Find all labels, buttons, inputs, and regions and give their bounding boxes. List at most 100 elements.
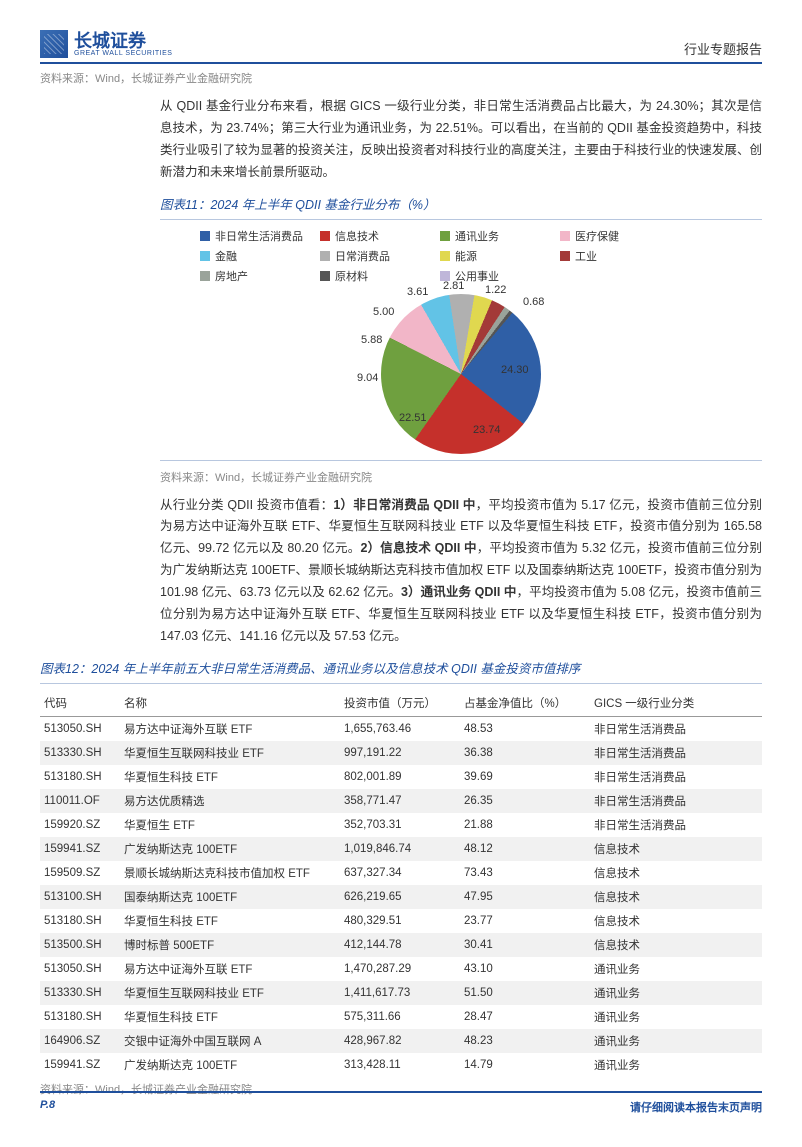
table-cell: 华夏恒生互联网科技业 ETF — [120, 741, 340, 765]
pie-label: 2.81 — [443, 280, 464, 292]
pie-label: 23.74 — [473, 424, 501, 436]
paragraph-1: 从 QDII 基金行业分布来看，根据 GICS 一级行业分类，非日常生活消费品占… — [160, 96, 762, 184]
table-cell: 110011.OF — [40, 789, 120, 813]
table-header-cell: 代码 — [40, 690, 120, 717]
table-cell: 164906.SZ — [40, 1029, 120, 1053]
table-cell: 159941.SZ — [40, 837, 120, 861]
table-cell: 信息技术 — [590, 909, 762, 933]
table-cell: 1,655,763.46 — [340, 716, 460, 741]
table-cell: 480,329.51 — [340, 909, 460, 933]
table-cell: 易方达中证海外互联 ETF — [120, 957, 340, 981]
table-cell: 1,470,287.29 — [340, 957, 460, 981]
table-cell: 通讯业务 — [590, 1053, 762, 1077]
table-cell: 广发纳斯达克 100ETF — [120, 1053, 340, 1077]
legend-item: 通讯业务 — [440, 228, 560, 244]
table-cell: 华夏恒生科技 ETF — [120, 909, 340, 933]
table-row: 513500.SH博时标普 500ETF412,144.7830.41信息技术 — [40, 933, 762, 957]
chart12-title: 图表12：2024 年上半年前五大非日常生活消费品、通讯业务以及信息技术 QDI… — [40, 658, 762, 677]
table-row: 164906.SZ交银中证海外中国互联网 A428,967.8248.23通讯业… — [40, 1029, 762, 1053]
chart11-pie-wrap: 24.3023.7422.519.045.885.003.612.811.220… — [160, 294, 762, 454]
table-cell: 428,967.82 — [340, 1029, 460, 1053]
legend-item: 医疗保健 — [560, 228, 680, 244]
table-cell: 159920.SZ — [40, 813, 120, 837]
legend-item: 原材料 — [320, 268, 440, 284]
table-cell: 28.47 — [460, 1005, 590, 1029]
table-cell: 博时标普 500ETF — [120, 933, 340, 957]
table-cell: 47.95 — [460, 885, 590, 909]
table-cell: 1,411,617.73 — [340, 981, 460, 1005]
table-cell: 513100.SH — [40, 885, 120, 909]
pie-label: 5.00 — [373, 306, 394, 318]
chart11-source: 资料来源：Wind，长城证券产业金融研究院 — [160, 469, 762, 485]
logo-icon — [40, 30, 68, 58]
table-cell: 华夏恒生科技 ETF — [120, 765, 340, 789]
table-row: 159509.SZ景顺长城纳斯达克科技市值加权 ETF637,327.3473.… — [40, 861, 762, 885]
table-row: 513180.SH华夏恒生科技 ETF480,329.5123.77信息技术 — [40, 909, 762, 933]
table-cell: 313,428.11 — [340, 1053, 460, 1077]
legend-item: 房地产 — [200, 268, 320, 284]
table-cell: 14.79 — [460, 1053, 590, 1077]
table-cell: 51.50 — [460, 981, 590, 1005]
pie-label: 0.68 — [523, 296, 544, 308]
table-cell: 非日常生活消费品 — [590, 716, 762, 741]
table-cell: 48.53 — [460, 716, 590, 741]
table-cell: 412,144.78 — [340, 933, 460, 957]
legend-item: 工业 — [560, 248, 680, 264]
logo-block: 长城证券 GREAT WALL SECURITIES — [40, 30, 172, 58]
chart11-pie: 24.3023.7422.519.045.885.003.612.811.220… — [381, 294, 541, 454]
table-cell: 513330.SH — [40, 981, 120, 1005]
paragraph-2: 从行业分类 QDII 投资市值看：1）非日常消费品 QDII 中，平均投资市值为… — [160, 495, 762, 648]
page-footer: P.8 请仔细阅读本报告末页声明 — [40, 1091, 762, 1115]
table-cell: 513180.SH — [40, 1005, 120, 1029]
table-cell: 358,771.47 — [340, 789, 460, 813]
chart11-rule — [160, 219, 762, 220]
pie-label: 3.61 — [407, 286, 428, 298]
table-cell: 73.43 — [460, 861, 590, 885]
chart12-rule — [40, 683, 762, 684]
table-cell: 802,001.89 — [340, 765, 460, 789]
table-row: 513180.SH华夏恒生科技 ETF575,311.6628.47通讯业务 — [40, 1005, 762, 1029]
table-cell: 637,327.34 — [340, 861, 460, 885]
table-row: 513100.SH国泰纳斯达克 100ETF626,219.6547.95信息技… — [40, 885, 762, 909]
chart11-title: 图表11：2024 年上半年 QDII 基金行业分布（%） — [160, 194, 762, 213]
table-cell: 352,703.31 — [340, 813, 460, 837]
table-cell: 广发纳斯达克 100ETF — [120, 837, 340, 861]
chart11-rule-bottom — [160, 460, 762, 461]
table-header-cell: 投资市值（万元） — [340, 690, 460, 717]
logo-en: GREAT WALL SECURITIES — [74, 50, 172, 57]
footer-disclaimer: 请仔细阅读本报告末页声明 — [630, 1099, 762, 1115]
table-cell: 159509.SZ — [40, 861, 120, 885]
table-cell: 非日常生活消费品 — [590, 741, 762, 765]
legend-item: 信息技术 — [320, 228, 440, 244]
table-row: 110011.OF易方达优质精选358,771.4726.35非日常生活消费品 — [40, 789, 762, 813]
table-cell: 48.23 — [460, 1029, 590, 1053]
logo-cn: 长城证券 — [74, 32, 172, 50]
table-cell: 易方达优质精选 — [120, 789, 340, 813]
table-row: 159920.SZ华夏恒生 ETF352,703.3121.88非日常生活消费品 — [40, 813, 762, 837]
table-cell: 513050.SH — [40, 716, 120, 741]
table-cell: 39.69 — [460, 765, 590, 789]
table-row: 513050.SH易方达中证海外互联 ETF1,470,287.2943.10通… — [40, 957, 762, 981]
table-row: 159941.SZ广发纳斯达克 100ETF1,019,846.7448.12信… — [40, 837, 762, 861]
legend-item: 金融 — [200, 248, 320, 264]
table-cell: 信息技术 — [590, 861, 762, 885]
table-cell: 交银中证海外中国互联网 A — [120, 1029, 340, 1053]
table-cell: 513500.SH — [40, 933, 120, 957]
table-header-row: 代码名称投资市值（万元）占基金净值比（%）GICS 一级行业分类 — [40, 690, 762, 717]
pie-label: 9.04 — [357, 372, 378, 384]
chart12-table: 代码名称投资市值（万元）占基金净值比（%）GICS 一级行业分类 513050.… — [40, 690, 762, 1077]
table-cell: 26.35 — [460, 789, 590, 813]
table-header-cell: 名称 — [120, 690, 340, 717]
chart11-legend: 非日常生活消费品信息技术通讯业务医疗保健金融日常消费品能源工业房地产原材料公用事… — [200, 228, 762, 284]
table-cell: 华夏恒生互联网科技业 ETF — [120, 981, 340, 1005]
table-row: 513330.SH华夏恒生互联网科技业 ETF1,411,617.7351.50… — [40, 981, 762, 1005]
table-cell: 30.41 — [460, 933, 590, 957]
table-cell: 通讯业务 — [590, 1005, 762, 1029]
table-cell: 华夏恒生科技 ETF — [120, 1005, 340, 1029]
table-cell: 信息技术 — [590, 837, 762, 861]
table-cell: 513330.SH — [40, 741, 120, 765]
legend-item: 非日常生活消费品 — [200, 228, 320, 244]
page-header: 长城证券 GREAT WALL SECURITIES 行业专题报告 — [40, 30, 762, 64]
table-cell: 1,019,846.74 — [340, 837, 460, 861]
source-line-top: 资料来源：Wind，长城证券产业金融研究院 — [40, 70, 762, 86]
